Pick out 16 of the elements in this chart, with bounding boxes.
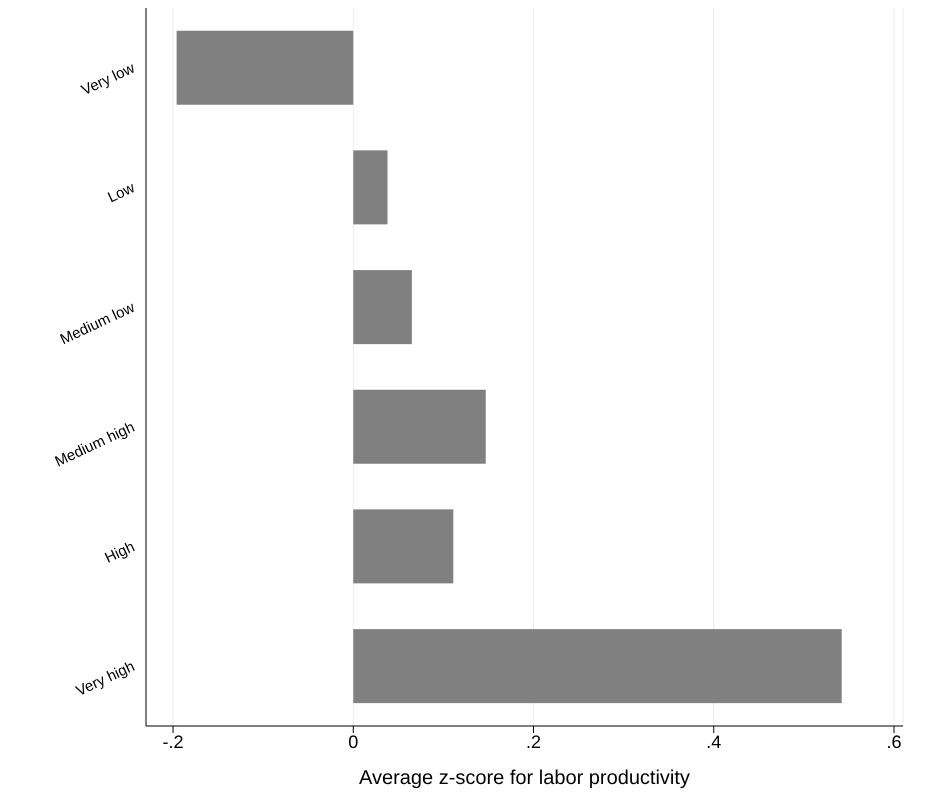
y-tick-label: Very low	[78, 60, 138, 100]
x-axis-title: Average z-score for labor productivity	[359, 767, 690, 789]
y-tick-label: High	[102, 538, 138, 567]
x-tick-label: .2	[526, 732, 542, 752]
x-tick-label: -.2	[162, 732, 184, 752]
bar	[353, 150, 388, 224]
bar	[353, 629, 842, 704]
x-tick-label: 0	[348, 732, 358, 752]
bar	[353, 270, 412, 344]
y-tick-label: Very high	[73, 658, 138, 700]
x-tick-label: .6	[886, 732, 902, 752]
bar	[353, 390, 486, 464]
x-tick-label: .4	[706, 732, 722, 752]
bar	[176, 30, 354, 105]
y-tick-label: Low	[105, 179, 138, 206]
bar	[353, 509, 454, 584]
